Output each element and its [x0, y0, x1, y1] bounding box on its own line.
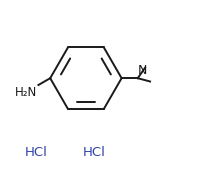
Text: HCl: HCl [25, 147, 48, 159]
Text: HCl: HCl [83, 147, 106, 159]
Text: H₂N: H₂N [15, 86, 38, 98]
Text: N: N [138, 64, 147, 77]
